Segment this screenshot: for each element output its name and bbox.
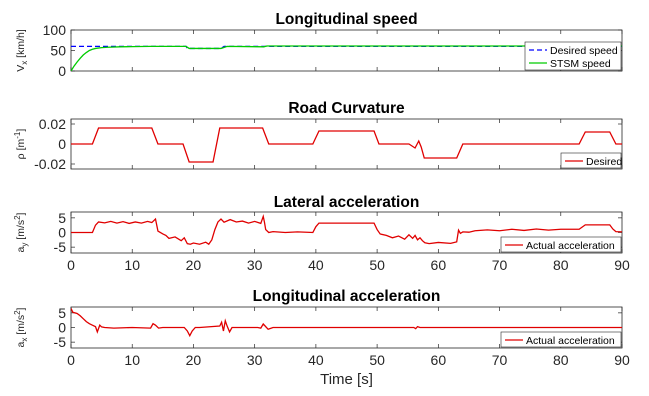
x-tick-label: 50 bbox=[369, 257, 385, 273]
chart-title: Lateral acceleration bbox=[274, 194, 420, 211]
y-tick-label: 100 bbox=[43, 22, 67, 38]
x-tick-label: 90 bbox=[614, 352, 630, 368]
y-tick-label: 0 bbox=[58, 63, 66, 79]
legend-label: Desired bbox=[586, 156, 622, 168]
subplot-2: Road Curvature -0.02 0 0.02 ρ [m-1] Desired bbox=[13, 100, 623, 172]
x-tick-label: 20 bbox=[186, 352, 202, 368]
y-tick-label: -5 bbox=[54, 334, 67, 350]
x-tick-label: 50 bbox=[369, 352, 385, 368]
x-axis-label: Time [s] bbox=[320, 371, 373, 388]
x-tick-label: 0 bbox=[67, 257, 75, 273]
legend-label: STSM speed bbox=[550, 58, 611, 70]
legend-label: Actual acceleration bbox=[526, 240, 615, 252]
y-tick-label: 5 bbox=[58, 210, 66, 226]
legend-label: Desired speed bbox=[550, 45, 618, 57]
x-tick-label: 60 bbox=[431, 257, 447, 273]
legend-box bbox=[524, 41, 622, 71]
series-line-1 bbox=[71, 127, 622, 163]
subplot-1: Longitudinal speed 0 50 100 Vx [km/h] Desired… bbox=[15, 11, 623, 79]
y-tick-label: 50 bbox=[50, 43, 66, 59]
legend: Desired bbox=[560, 152, 622, 169]
y-tick-label: -5 bbox=[54, 239, 67, 255]
legend: Actual acceleration bbox=[500, 331, 622, 348]
y-axis-label: Vx [km/h] bbox=[15, 29, 29, 72]
y-axis-label: ax [m/s2] bbox=[13, 307, 29, 347]
chart-title: Longitudinal speed bbox=[275, 11, 417, 28]
legend-label: Actual acceleration bbox=[526, 335, 615, 347]
y-axis-label: ay [m/s2] bbox=[13, 212, 29, 252]
y-tick-label: 0 bbox=[58, 136, 66, 152]
x-tick-label: 10 bbox=[124, 352, 140, 368]
x-tick-label: 40 bbox=[308, 257, 324, 273]
y-tick-label: 0.02 bbox=[39, 116, 66, 132]
x-tick-label: 90 bbox=[614, 257, 630, 273]
series-line-2 bbox=[71, 45, 622, 71]
series-line-1 bbox=[71, 213, 622, 246]
x-tick-label: 80 bbox=[553, 352, 569, 368]
y-tick-label: 0 bbox=[58, 225, 66, 241]
y-axis-label: ρ [m-1] bbox=[13, 129, 27, 160]
series-line-1 bbox=[71, 308, 622, 338]
legend-box bbox=[560, 152, 622, 169]
x-tick-label: 30 bbox=[247, 352, 263, 368]
x-tick-label: 20 bbox=[186, 257, 202, 273]
y-tick-label: 5 bbox=[58, 305, 66, 321]
x-tick-label: 30 bbox=[247, 257, 263, 273]
y-tick-label: 0 bbox=[58, 320, 66, 336]
x-tick-label: 60 bbox=[431, 352, 447, 368]
x-tick-label: 10 bbox=[124, 257, 140, 273]
chart-title: Longitudinal acceleration bbox=[253, 288, 441, 305]
legend-box bbox=[500, 236, 622, 253]
x-tick-label: 40 bbox=[308, 352, 324, 368]
legend: Actual acceleration bbox=[500, 236, 622, 253]
y-tick-label: -0.02 bbox=[34, 156, 66, 172]
x-tick-label: 0 bbox=[67, 352, 75, 368]
legend-box bbox=[500, 331, 622, 348]
x-tick-label: 70 bbox=[492, 257, 508, 273]
chart-title: Road Curvature bbox=[288, 100, 405, 117]
x-tick-label: 70 bbox=[492, 352, 508, 368]
x-tick-label: 80 bbox=[553, 257, 569, 273]
